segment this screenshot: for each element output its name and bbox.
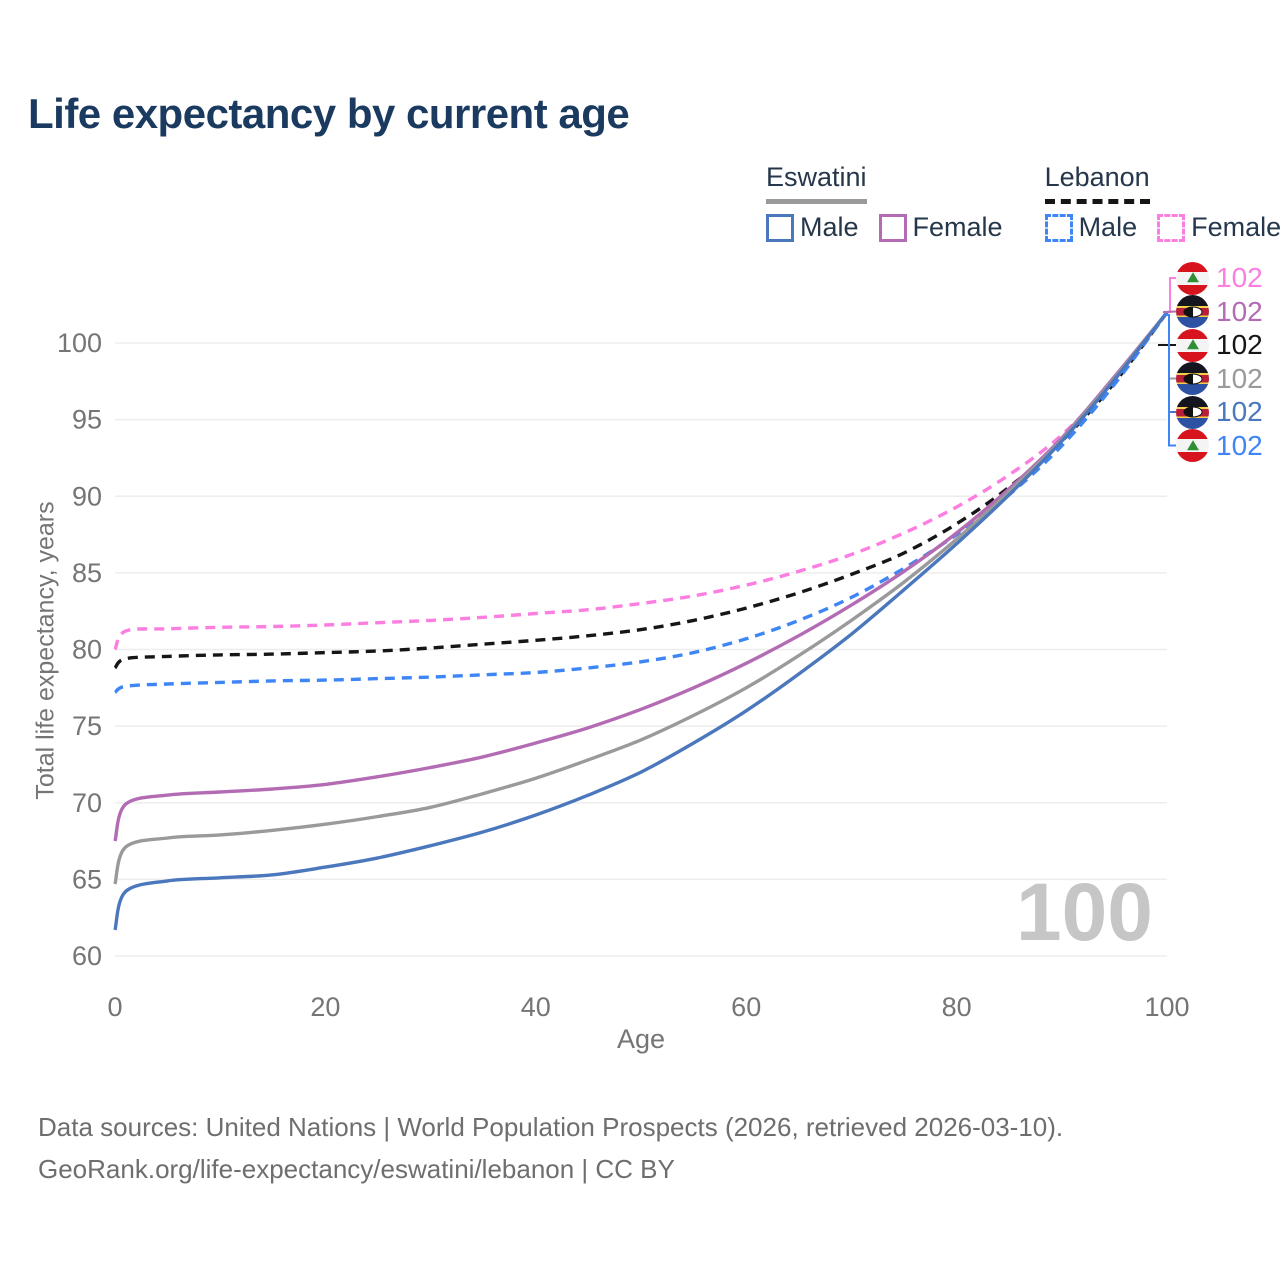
lebanon-flag-icon xyxy=(1176,261,1209,295)
y-tick-label-90: 90 xyxy=(72,481,102,511)
eswatini-male-line-swatch xyxy=(766,213,794,242)
cedar-icon xyxy=(1186,272,1199,283)
legend-group-eswatini: Eswatini Male Female xyxy=(766,162,1003,243)
eswatini-flag-icon xyxy=(1176,295,1209,328)
cedar-icon xyxy=(1186,339,1199,350)
x-tick-label-40: 40 xyxy=(521,992,551,1022)
shield-icon xyxy=(1183,406,1202,418)
end-label-leader-lebanon-male xyxy=(1163,314,1176,447)
y-tick-label-65: 65 xyxy=(72,864,102,894)
y-tick-label-85: 85 xyxy=(72,558,102,588)
y-tick-label-80: 80 xyxy=(72,635,102,665)
x-tick-label-60: 60 xyxy=(731,992,761,1022)
page-title: Life expectancy by current age xyxy=(28,90,630,137)
y-tick-label-100: 100 xyxy=(57,328,102,358)
legend-items-lebanon: Male Female xyxy=(1044,212,1280,243)
legend-label: Male xyxy=(1078,212,1138,242)
end-value: 102 xyxy=(1216,295,1263,327)
end-label-lebanon-male: 102 xyxy=(1176,429,1263,463)
end-value: 102 xyxy=(1216,329,1263,360)
series-line-eswatini-both-sexes[interactable] xyxy=(113,311,1169,885)
shield-icon xyxy=(1183,373,1202,384)
end-label-eswatini-male: 102 xyxy=(1176,395,1263,429)
end-value: 102 xyxy=(1216,362,1263,394)
lebanon-female-line-swatch xyxy=(1157,213,1186,242)
end-label-lebanon-female: 102 xyxy=(1176,261,1263,295)
eswatini-female-line-swatch xyxy=(878,213,907,242)
y-tick-label-70: 70 xyxy=(72,788,102,818)
x-tick-label-100: 100 xyxy=(1144,992,1189,1022)
cedar-icon xyxy=(1186,439,1199,450)
series-line-eswatini-female[interactable] xyxy=(113,311,1169,842)
x-tick-label-20: 20 xyxy=(310,992,340,1022)
legend-item-eswatini-female[interactable]: Female xyxy=(878,212,1003,243)
legend-country-lebanon[interactable]: Lebanon xyxy=(1044,162,1150,204)
end-label-eswatini-female: 102 xyxy=(1176,295,1263,329)
legend-item-lebanon-male[interactable]: Male xyxy=(1044,212,1138,243)
current-age-watermark: 100 xyxy=(1016,867,1153,958)
lebanon-male-line-swatch xyxy=(1044,213,1073,242)
series-line-eswatini-male[interactable] xyxy=(113,311,1169,931)
legend-items-eswatini: Male Female xyxy=(766,212,1003,243)
eswatini-flag-icon xyxy=(1176,362,1209,395)
eswatini-flag-icon xyxy=(1176,395,1209,429)
end-label-leader-lebanon-female xyxy=(1163,277,1176,313)
series-line-lebanon-female[interactable] xyxy=(113,311,1169,651)
end-label-eswatini-both-sexes: 102 xyxy=(1176,362,1263,396)
y-tick-label-75: 75 xyxy=(72,711,102,741)
end-value: 102 xyxy=(1216,262,1263,293)
legend-label: Male xyxy=(800,212,859,242)
legend-label: Female xyxy=(912,212,1003,242)
legend-item-lebanon-female[interactable]: Female xyxy=(1157,212,1280,243)
y-axis-title: Total life expectancy, years xyxy=(31,501,60,800)
x-tick-label-0: 0 xyxy=(107,992,122,1022)
y-tick-label-95: 95 xyxy=(72,405,102,435)
legend-item-eswatini-male[interactable]: Male xyxy=(766,212,859,243)
footer-attribution: GeoRank.org/life-expectancy/eswatini/leb… xyxy=(38,1154,675,1184)
end-value: 102 xyxy=(1216,429,1263,461)
legend-group-lebanon: Lebanon Male Female xyxy=(1044,162,1280,243)
legend-label: Female xyxy=(1191,212,1280,242)
legend: Eswatini Male Female Lebanon Male xyxy=(766,162,1280,243)
series-line-lebanon-male[interactable] xyxy=(113,311,1169,694)
end-value: 102 xyxy=(1216,396,1263,427)
lebanon-flag-icon xyxy=(1176,328,1209,362)
footer: Data sources: United Nations | World Pop… xyxy=(38,1106,1063,1190)
y-tick-label-60: 60 xyxy=(72,941,102,971)
lebanon-flag-icon xyxy=(1176,429,1209,462)
shield-icon xyxy=(1183,306,1202,317)
end-label-lebanon-both-sexes: 102 xyxy=(1176,328,1263,362)
legend-country-eswatini[interactable]: Eswatini xyxy=(766,162,867,204)
end-label-leader-eswatini-female xyxy=(1162,310,1177,313)
x-axis-title: Age xyxy=(616,1024,666,1054)
x-tick-label-80: 80 xyxy=(942,992,972,1022)
footer-data-sources: Data sources: United Nations | World Pop… xyxy=(38,1112,1064,1142)
